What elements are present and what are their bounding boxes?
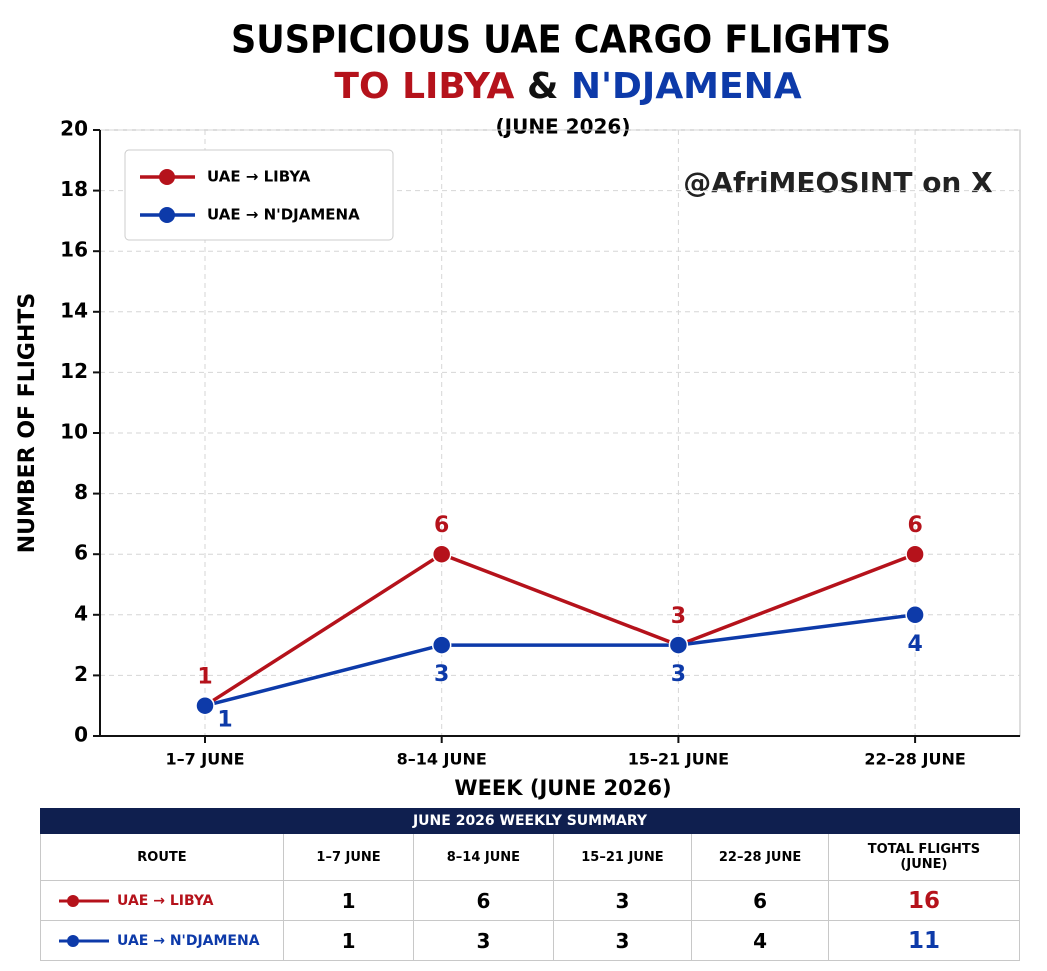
chart: SUSPICIOUS UAE CARGO FLIGHTS TO LIBYA & … (15, 18, 1021, 800)
data-label: 1 (197, 665, 212, 690)
value-cell: 16 (827, 880, 1021, 921)
y-tick-label: 0 (74, 723, 88, 747)
value-cell: 3 (552, 920, 693, 961)
x-tick-label: 15–21 JUNE (628, 750, 729, 769)
data-label: 3 (671, 604, 686, 629)
value-cell: 3 (552, 880, 693, 921)
series-line (204, 613, 916, 708)
subtitle-part: & (527, 66, 558, 107)
point (431, 635, 452, 655)
data-label: 1 (217, 708, 232, 733)
data-label: 6 (434, 513, 449, 538)
legend-label: UAE → LIBYA (207, 168, 311, 186)
y-tick-label: 10 (60, 420, 88, 444)
legend-marker (159, 207, 175, 223)
y-tick-label: 14 (60, 298, 88, 322)
column-header: 1–7 JUNE (282, 833, 415, 881)
x-tick-label: 22–28 JUNE (864, 750, 965, 769)
point (905, 605, 925, 625)
table-row: UAE → LIBYA 1 6 3 6 16 (40, 880, 1021, 921)
table-title: JUNE 2026 WEEKLY SUMMARY (40, 808, 1020, 834)
value-cell: 4 (691, 920, 829, 961)
value-cell: 11 (827, 920, 1021, 961)
table-row: UAE → N'DJAMENA 1 3 3 4 11 (40, 920, 1021, 961)
subtitle-part: TO LIBYA (334, 66, 514, 107)
series-line (204, 552, 916, 708)
point (195, 695, 215, 716)
watermark: @AfriMEOSINT on X (683, 166, 993, 199)
route-cell: UAE → N'DJAMENA (40, 920, 284, 961)
period-bg (470, 112, 655, 142)
route-label: UAE → LIBYA (117, 892, 214, 909)
chart-title: SUSPICIOUS UAE CARGO FLIGHTS (231, 18, 891, 62)
point (431, 544, 452, 564)
summary-table: JUNE 2026 WEEKLY SUMMARY ROUTE 1–7 JUNE 8–… (40, 808, 1021, 961)
y-tick-label: 6 (74, 541, 88, 565)
value-cell: 3 (413, 920, 554, 961)
x-tick-label: 1–7 JUNE (165, 750, 244, 769)
y-tick-label: 12 (60, 359, 88, 383)
y-tick-label: 2 (74, 662, 88, 686)
column-header: 15–21 JUNE (552, 833, 693, 881)
data-label: 3 (671, 662, 686, 687)
route-marker (59, 894, 109, 907)
y-tick-label: 18 (60, 177, 88, 201)
route-marker (59, 934, 109, 947)
value-cell: 6 (691, 880, 829, 921)
data-label: 4 (907, 632, 922, 657)
column-header: 8–14 JUNE (413, 833, 554, 881)
y-tick-label: 20 (60, 117, 88, 141)
period: (JUNE 2026) (496, 115, 631, 139)
value-cell: 6 (413, 880, 554, 921)
y-tick-label: 16 (60, 238, 88, 262)
legend-marker (159, 169, 175, 185)
route-label: UAE → N'DJAMENA (117, 932, 260, 949)
value-cell: 1 (282, 920, 415, 961)
legend-box (124, 149, 394, 241)
x-axis-label: WEEK (JUNE 2026) (454, 776, 671, 800)
column-header: ROUTE (40, 833, 284, 881)
point (905, 544, 925, 564)
y-tick-label: 4 (74, 601, 88, 625)
column-header: TOTAL FLIGHTS (JUNE) (827, 833, 1021, 881)
point (668, 635, 689, 655)
value-cell: 1 (282, 880, 415, 921)
x-tick-label: 8–14 JUNE (397, 750, 487, 769)
y-axis-label: NUMBER OF FLIGHTS (15, 293, 40, 554)
data-label: 3 (434, 662, 449, 687)
chart-subtitle: TO LIBYA & N'DJAMENA (334, 66, 801, 107)
y-tick-label: 8 (74, 480, 88, 504)
legend-label: UAE → N'DJAMENA (207, 206, 360, 224)
column-header: 22–28 JUNE (691, 833, 829, 881)
data-label: 6 (907, 513, 922, 538)
route-cell: UAE → LIBYA (40, 880, 284, 921)
subtitle-part: N'DJAMENA (571, 66, 802, 107)
